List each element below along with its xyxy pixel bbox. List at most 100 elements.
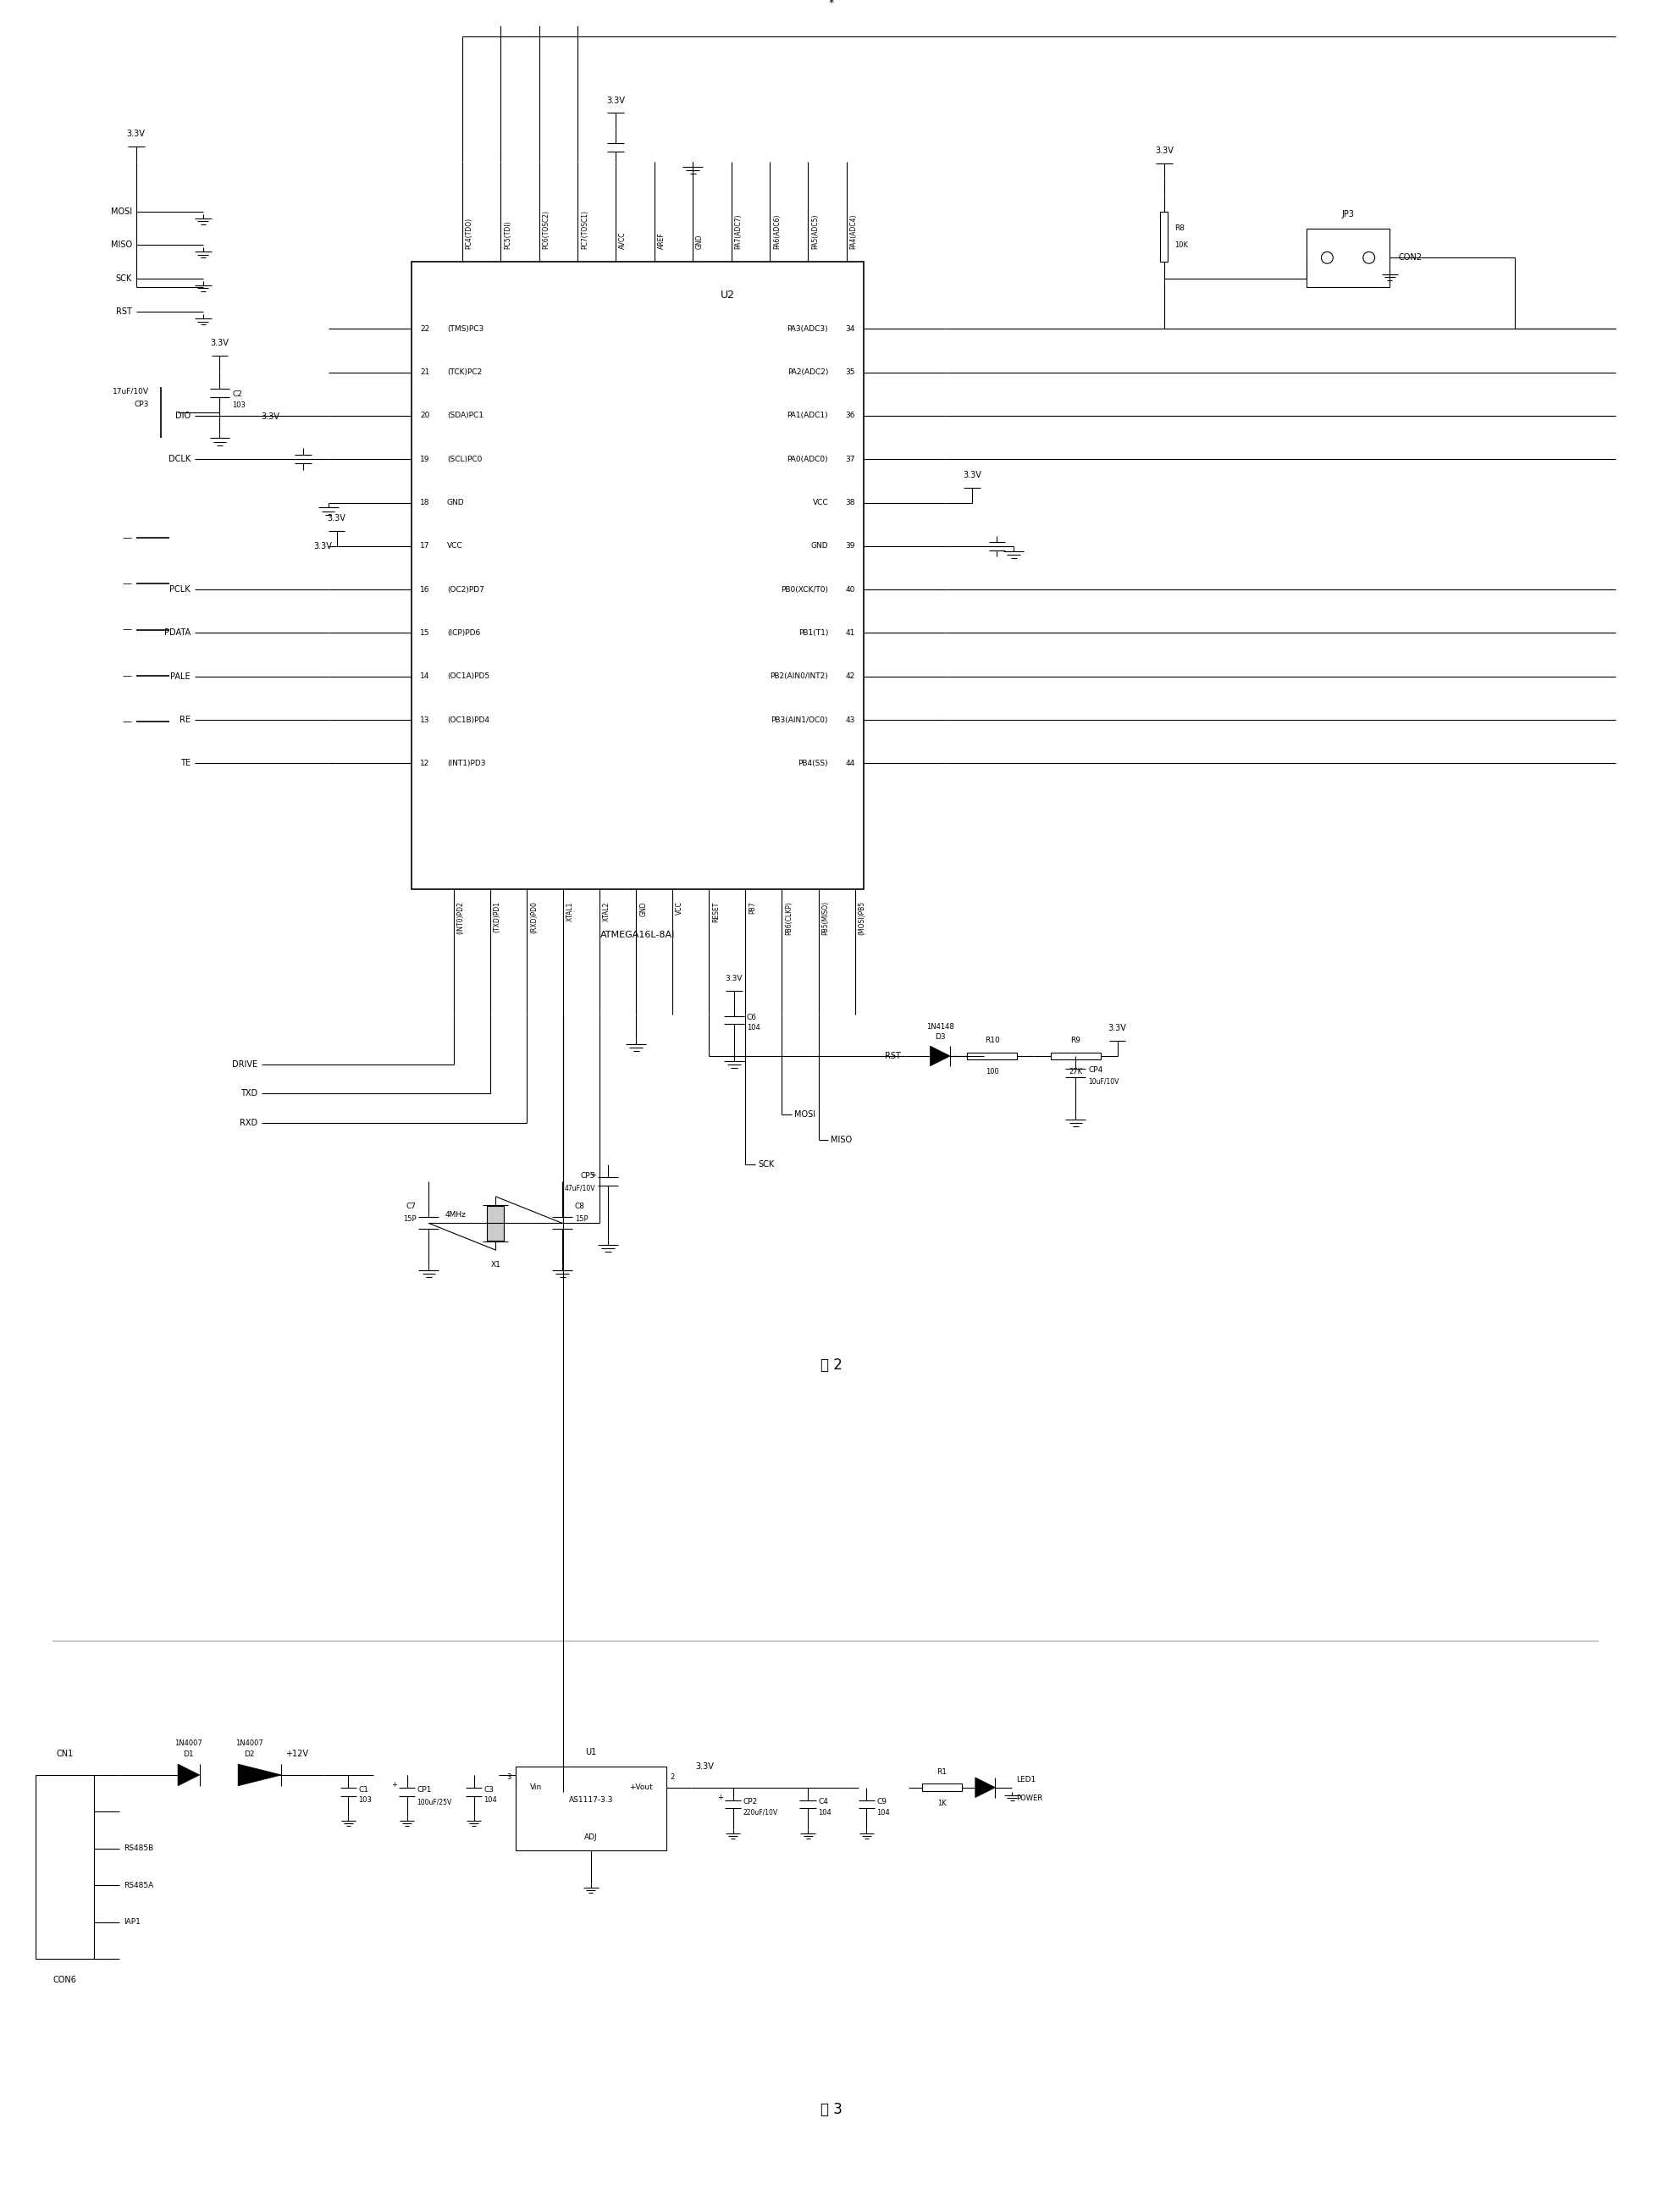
- Text: C9: C9: [876, 1798, 886, 1805]
- Text: 14: 14: [421, 672, 431, 681]
- Text: 3.3V: 3.3V: [725, 975, 743, 982]
- Text: +: +: [590, 1170, 597, 1179]
- Text: 43: 43: [845, 717, 855, 723]
- Text: 3.3V: 3.3V: [1154, 146, 1174, 155]
- Text: (INT0)PD2: (INT0)PD2: [457, 900, 464, 933]
- Text: 100: 100: [984, 1068, 999, 1075]
- Text: 15P: 15P: [575, 1214, 589, 1223]
- Text: PC7(TOSC1): PC7(TOSC1): [580, 210, 589, 250]
- Text: C3: C3: [484, 1785, 494, 1794]
- Text: 1N4007: 1N4007: [234, 1741, 263, 1747]
- Text: RST: RST: [116, 307, 131, 316]
- Text: 3.3V: 3.3V: [695, 1763, 713, 1772]
- Text: GND: GND: [639, 900, 647, 916]
- Text: 3.3V: 3.3V: [963, 471, 981, 480]
- Text: 10K: 10K: [1174, 241, 1187, 250]
- Text: XTAL1: XTAL1: [567, 900, 574, 920]
- Text: MOSI: MOSI: [795, 1110, 817, 1119]
- Text: IAP1: IAP1: [123, 1918, 140, 1927]
- Text: CP1: CP1: [417, 1785, 432, 1794]
- Text: —: —: [123, 626, 131, 635]
- Text: 44: 44: [845, 759, 855, 768]
- Text: (TMS)PC3: (TMS)PC3: [447, 325, 484, 332]
- Text: PB5(MISO): PB5(MISO): [822, 900, 830, 936]
- Text: MISO: MISO: [111, 241, 131, 250]
- Text: +: +: [717, 1794, 723, 1801]
- Text: CON2: CON2: [1399, 254, 1422, 261]
- Text: CON6: CON6: [53, 1975, 76, 1984]
- Text: 103: 103: [233, 403, 246, 409]
- Text: 12: 12: [421, 759, 431, 768]
- Text: 图 2: 图 2: [820, 1358, 843, 1374]
- Text: AREF: AREF: [657, 232, 665, 250]
- Text: CP4: CP4: [1088, 1066, 1103, 1075]
- Text: RE: RE: [180, 717, 190, 723]
- Text: R10: R10: [984, 1037, 999, 1044]
- Text: C1: C1: [359, 1785, 369, 1794]
- Text: (ICP)PD6: (ICP)PD6: [447, 628, 481, 637]
- Text: CP2: CP2: [743, 1798, 758, 1805]
- Text: PB3(AIN1/OC0): PB3(AIN1/OC0): [772, 717, 828, 723]
- Text: CN1: CN1: [57, 1750, 73, 1759]
- Text: JP3: JP3: [1342, 210, 1354, 219]
- Text: (OC1B)PD4: (OC1B)PD4: [447, 717, 489, 723]
- Text: Vin: Vin: [530, 1783, 542, 1792]
- Text: C6: C6: [747, 1013, 757, 1022]
- Text: R1: R1: [936, 1767, 946, 1776]
- Text: 1N4007: 1N4007: [175, 1741, 203, 1747]
- Text: (RXD)PD0: (RXD)PD0: [530, 900, 537, 933]
- Text: POWER: POWER: [1016, 1794, 1043, 1803]
- Text: CP3: CP3: [135, 400, 148, 407]
- Text: R9: R9: [1071, 1037, 1081, 1044]
- Text: DIO: DIO: [175, 411, 190, 420]
- Polygon shape: [975, 1778, 996, 1798]
- Text: RESET: RESET: [712, 900, 720, 922]
- Circle shape: [1322, 252, 1334, 263]
- Text: (SCL)PC0: (SCL)PC0: [447, 456, 482, 462]
- Text: (OC1A)PD5: (OC1A)PD5: [447, 672, 489, 681]
- Text: PA3(ADC3): PA3(ADC3): [787, 325, 828, 332]
- Text: 15: 15: [421, 628, 431, 637]
- Text: 103: 103: [359, 1796, 373, 1803]
- Text: 15P: 15P: [402, 1214, 416, 1223]
- Text: PA0(ADC0): PA0(ADC0): [787, 456, 828, 462]
- Bar: [412, 261, 863, 889]
- Text: D3: D3: [935, 1033, 946, 1042]
- Text: PB6(CLKP): PB6(CLKP): [785, 900, 793, 936]
- Text: 10uF/10V: 10uF/10V: [1088, 1077, 1119, 1084]
- Text: 104: 104: [876, 1809, 890, 1816]
- Text: +12V: +12V: [286, 1750, 309, 1759]
- Text: CP5: CP5: [580, 1172, 595, 1179]
- Text: 42: 42: [845, 672, 855, 681]
- Text: DCLK: DCLK: [168, 456, 190, 462]
- Text: 47uF/10V: 47uF/10V: [564, 1183, 595, 1192]
- Text: VCC: VCC: [447, 542, 462, 551]
- Text: PB2(AIN0/INT2): PB2(AIN0/INT2): [770, 672, 828, 681]
- Text: TE: TE: [180, 759, 190, 768]
- Text: PALE: PALE: [170, 672, 190, 681]
- Text: RXD: RXD: [239, 1119, 258, 1128]
- Text: PA6(ADC6): PA6(ADC6): [773, 215, 780, 250]
- Text: 18: 18: [421, 498, 431, 507]
- Text: (SDA)PC1: (SDA)PC1: [447, 411, 484, 420]
- Text: MOSI: MOSI: [111, 208, 131, 217]
- Text: 35: 35: [845, 369, 855, 376]
- Text: C4: C4: [818, 1798, 828, 1805]
- Polygon shape: [178, 1765, 200, 1785]
- Text: PB1(T1): PB1(T1): [798, 628, 828, 637]
- Text: PA7(ADC7): PA7(ADC7): [735, 215, 742, 250]
- Polygon shape: [238, 1765, 281, 1785]
- Text: LED1: LED1: [1016, 1776, 1036, 1783]
- Text: —: —: [123, 717, 131, 726]
- Text: 3.3V: 3.3V: [126, 131, 145, 137]
- Text: RS485B: RS485B: [123, 1845, 153, 1851]
- Text: D2: D2: [243, 1750, 254, 1759]
- Text: 2: 2: [670, 1774, 675, 1781]
- Text: PA2(ADC2): PA2(ADC2): [787, 369, 828, 376]
- Text: (TCK)PC2: (TCK)PC2: [447, 369, 482, 376]
- Text: 220uF/10V: 220uF/10V: [743, 1809, 778, 1816]
- Text: 40: 40: [845, 586, 855, 593]
- Text: PB4(SS): PB4(SS): [798, 759, 828, 768]
- Text: PC6(TOSC2): PC6(TOSC2): [542, 210, 550, 250]
- Bar: [921, 1783, 961, 1792]
